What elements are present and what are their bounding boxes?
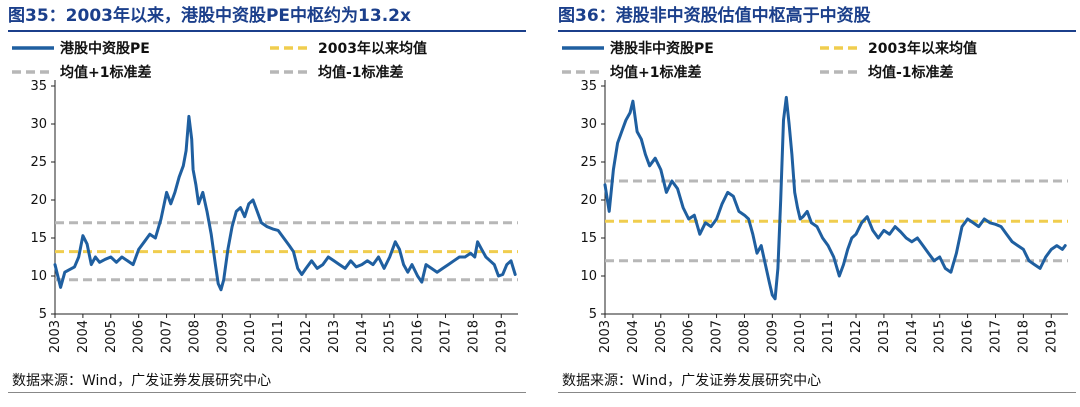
y-tick-label: 15 bbox=[30, 231, 47, 246]
x-tick-label: 2005 bbox=[654, 320, 669, 353]
x-tick-label: 2018 bbox=[466, 320, 481, 353]
x-tick-label: 2017 bbox=[988, 320, 1003, 353]
x-tick-label: 2006 bbox=[132, 320, 147, 353]
x-tick-label: 2014 bbox=[905, 320, 920, 353]
y-tick-label: 30 bbox=[30, 117, 47, 132]
x-tick-label: 2013 bbox=[877, 320, 892, 353]
x-tick-label: 2010 bbox=[793, 320, 808, 353]
legend-label: 均值-1标准差 bbox=[868, 64, 954, 81]
x-tick-label: 2016 bbox=[411, 320, 426, 353]
legend-label: 均值-1标准差 bbox=[318, 64, 404, 81]
y-tick-label: 35 bbox=[580, 79, 597, 94]
figure-title: 图36：港股非中资股估值中枢高于中资股 bbox=[558, 6, 871, 26]
y-tick-label: 20 bbox=[30, 193, 47, 208]
source-note: 数据来源：Wind，广发证券发展研究中心 bbox=[12, 373, 272, 389]
x-tick-label: 2015 bbox=[933, 320, 948, 353]
legend-label: 港股非中资股PE bbox=[610, 40, 714, 57]
x-tick-label: 2010 bbox=[243, 320, 258, 353]
legend-item: 均值-1标准差 bbox=[820, 64, 954, 81]
x-tick-label: 2013 bbox=[327, 320, 342, 353]
y-tick-label: 35 bbox=[30, 79, 47, 94]
x-tick-label: 2011 bbox=[271, 320, 286, 353]
legend-item: 均值+1标准差 bbox=[12, 64, 151, 81]
bottom-rule bbox=[8, 392, 526, 393]
source-note: 数据来源：Wind，广发证券发展研究中心 bbox=[562, 373, 822, 389]
y-tick-label: 20 bbox=[580, 193, 597, 208]
x-tick-label: 2017 bbox=[438, 320, 453, 353]
figure-title: 图35：2003年以来，港股中资股PE中枢约为13.2x bbox=[8, 6, 411, 26]
y-tick-label: 25 bbox=[580, 155, 597, 170]
x-tick-label: 2012 bbox=[299, 320, 314, 353]
x-tick-label: 2009 bbox=[765, 320, 780, 353]
x-tick-label: 2003 bbox=[598, 320, 613, 353]
x-tick-label: 2008 bbox=[737, 320, 752, 353]
legend-item: 2003年以来均值 bbox=[820, 40, 977, 57]
x-tick-label: 2014 bbox=[355, 320, 370, 353]
y-tick-label: 10 bbox=[580, 269, 597, 284]
y-tick-label: 10 bbox=[30, 269, 47, 284]
legend-label: 2003年以来均值 bbox=[318, 40, 427, 57]
x-tick-label: 2005 bbox=[104, 320, 119, 353]
x-tick-label: 2007 bbox=[160, 320, 175, 353]
x-tick-label: 2015 bbox=[383, 320, 398, 353]
y-tick-label: 30 bbox=[580, 117, 597, 132]
legend-item: 港股非中资股PE bbox=[562, 40, 714, 57]
chart-panel-pe-non-chinese: 图36：港股非中资股估值中枢高于中资股 港股非中资股PE 2003年以来均值均值+… bbox=[550, 0, 1080, 407]
legend-label: 均值+1标准差 bbox=[610, 64, 701, 81]
legend-label: 港股中资股PE bbox=[60, 40, 150, 57]
y-tick-label: 15 bbox=[580, 231, 597, 246]
bottom-rule bbox=[558, 392, 1076, 393]
x-tick-label: 2003 bbox=[48, 320, 63, 353]
legend-item: 均值+1标准差 bbox=[562, 64, 701, 81]
x-tick-label: 2016 bbox=[961, 320, 976, 353]
y-tick-label: 25 bbox=[30, 155, 47, 170]
series-line bbox=[53, 114, 517, 292]
x-tick-label: 2008 bbox=[187, 320, 202, 353]
legend-item: 2003年以来均值 bbox=[270, 40, 427, 57]
x-tick-label: 2018 bbox=[1016, 320, 1031, 353]
figure-title-bar: 图36：港股非中资股估值中枢高于中资股 bbox=[558, 4, 1076, 32]
chart-panel-pe-chinese: 图35：2003年以来，港股中资股PE中枢约为13.2x 港股中资股PE 2003… bbox=[0, 0, 530, 407]
x-tick-label: 2009 bbox=[215, 320, 230, 353]
x-tick-label: 2006 bbox=[682, 320, 697, 353]
legend-label: 均值+1标准差 bbox=[60, 64, 151, 81]
x-tick-label: 2004 bbox=[76, 320, 91, 353]
series-line bbox=[603, 95, 1067, 301]
legend-item: 港股中资股PE bbox=[12, 40, 150, 57]
x-tick-label: 2019 bbox=[494, 320, 509, 353]
x-tick-label: 2011 bbox=[821, 320, 836, 353]
legend-item: 均值-1标准差 bbox=[270, 64, 404, 81]
y-tick-label: 5 bbox=[589, 307, 597, 322]
x-tick-label: 2007 bbox=[710, 320, 725, 353]
x-tick-label: 2012 bbox=[849, 320, 864, 353]
figure-title-bar: 图35：2003年以来，港股中资股PE中枢约为13.2x bbox=[8, 4, 526, 32]
legend-label: 2003年以来均值 bbox=[868, 40, 977, 57]
x-tick-label: 2019 bbox=[1044, 320, 1059, 353]
x-tick-label: 2004 bbox=[626, 320, 641, 353]
y-tick-label: 5 bbox=[39, 307, 47, 322]
